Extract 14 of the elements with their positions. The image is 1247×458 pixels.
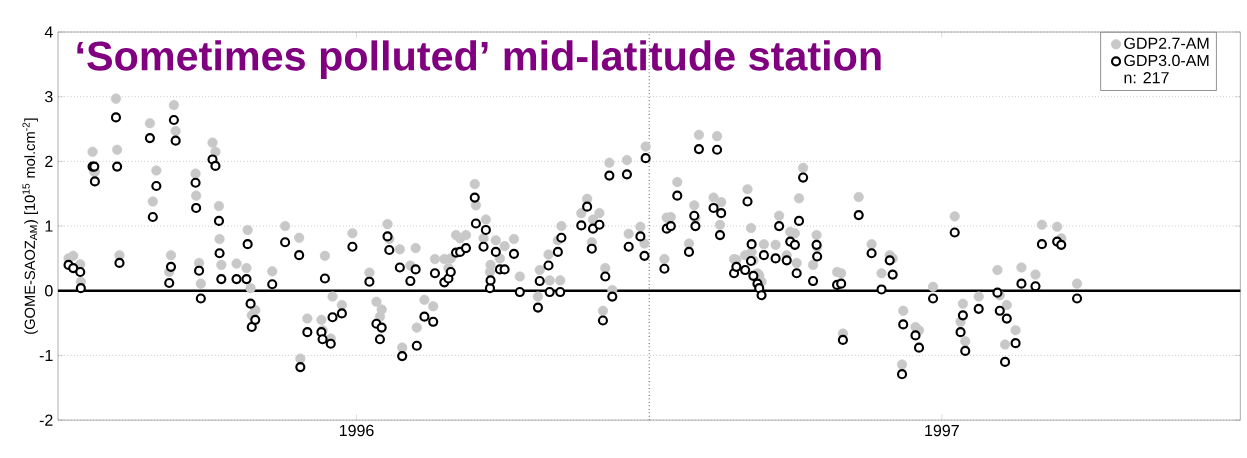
y-axis-title: (GOME-SAOZ$_{AM}$) [10$^{15}$ mol.cm$^{-2}$] [22,118,38,334]
y-tick-label: 1 [45,220,53,232]
x-tick-label: 1997 [925,424,959,437]
legend-label: GDP2.7-AM [1124,37,1209,49]
y-tick-label: 4 [44,26,53,38]
y-tick-label: 0 [45,285,53,297]
y-tick-label: -1 [39,349,53,361]
y-tick-label: 2 [45,155,53,167]
y-tick-label: -2 [39,414,53,426]
annotation: n: 217 [1124,71,1169,84]
x-tick-label: 1996 [339,424,374,437]
y-tick-label: 3 [45,90,53,103]
legend-label: GDP3.0-AM [1124,54,1209,67]
chart-title: ‘Sometimes polluted’ mid-latitude station [77,40,881,79]
